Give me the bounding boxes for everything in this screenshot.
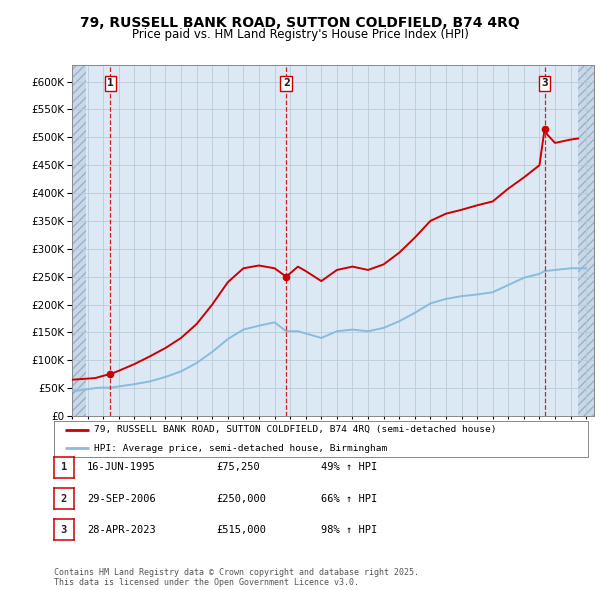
Text: 16-JUN-1995: 16-JUN-1995: [87, 463, 156, 472]
Text: 3: 3: [541, 78, 548, 88]
Text: 79, RUSSELL BANK ROAD, SUTTON COLDFIELD, B74 4RQ (semi-detached house): 79, RUSSELL BANK ROAD, SUTTON COLDFIELD,…: [94, 425, 497, 434]
Text: £250,000: £250,000: [216, 494, 266, 503]
Bar: [578, 54, 600, 416]
Text: 28-APR-2023: 28-APR-2023: [87, 525, 156, 535]
Text: 79, RUSSELL BANK ROAD, SUTTON COLDFIELD, B74 4RQ: 79, RUSSELL BANK ROAD, SUTTON COLDFIELD,…: [80, 16, 520, 30]
Text: 2: 2: [283, 78, 290, 88]
Text: 1: 1: [107, 78, 114, 88]
Bar: [72, 54, 86, 416]
Text: HPI: Average price, semi-detached house, Birmingham: HPI: Average price, semi-detached house,…: [94, 444, 388, 453]
Text: Contains HM Land Registry data © Crown copyright and database right 2025.
This d: Contains HM Land Registry data © Crown c…: [54, 568, 419, 587]
Text: 49% ↑ HPI: 49% ↑ HPI: [321, 463, 377, 472]
Text: 3: 3: [61, 525, 67, 535]
Text: 2: 2: [61, 494, 67, 503]
Text: £75,250: £75,250: [216, 463, 260, 472]
Text: Price paid vs. HM Land Registry's House Price Index (HPI): Price paid vs. HM Land Registry's House …: [131, 28, 469, 41]
Text: 29-SEP-2006: 29-SEP-2006: [87, 494, 156, 503]
Text: £515,000: £515,000: [216, 525, 266, 535]
Text: 66% ↑ HPI: 66% ↑ HPI: [321, 494, 377, 503]
Text: 98% ↑ HPI: 98% ↑ HPI: [321, 525, 377, 535]
Text: 1: 1: [61, 463, 67, 472]
